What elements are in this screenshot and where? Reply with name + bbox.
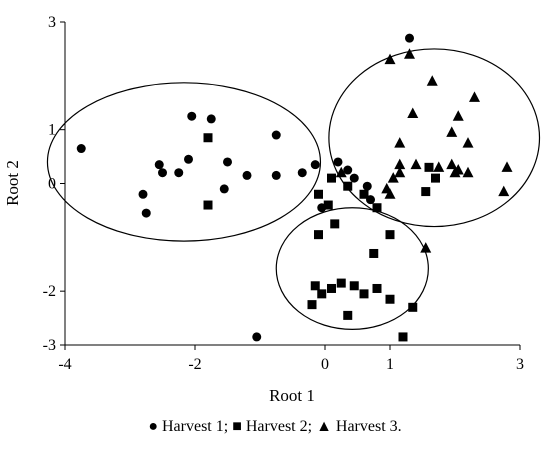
- point-harvest-3: [335, 166, 347, 178]
- cluster-ellipse-2: [328, 48, 541, 228]
- point-harvest-1: [349, 173, 359, 183]
- point-harvest-2: [385, 230, 395, 240]
- point-harvest-3: [420, 242, 432, 253]
- point-harvest-1: [242, 170, 252, 180]
- y-tick-label: 1: [48, 122, 56, 139]
- point-harvest-1: [343, 165, 353, 175]
- data-points: [76, 33, 513, 342]
- point-harvest-2: [349, 281, 359, 291]
- point-harvest-1: [174, 168, 184, 178]
- point-harvest-2: [310, 281, 320, 291]
- point-harvest-1: [223, 157, 232, 167]
- point-harvest-1: [271, 170, 281, 180]
- point-harvest-2: [408, 302, 418, 312]
- point-harvest-2: [343, 181, 353, 191]
- point-harvest-1: [184, 154, 193, 164]
- point-harvest-3: [394, 137, 406, 148]
- legend-caption: ● Harvest 1; ■ Harvest 2; ▲ Harvest 3.: [148, 418, 402, 435]
- point-harvest-1: [310, 160, 320, 170]
- x-axis-ticks: -4 -2 0 1 3: [58, 345, 524, 373]
- point-harvest-2: [317, 289, 327, 299]
- x-tick-label: 0: [321, 356, 329, 373]
- point-harvest-2: [372, 283, 382, 293]
- point-harvest-2: [336, 278, 346, 288]
- point-harvest-1: [271, 130, 281, 140]
- point-harvest-1: [219, 184, 229, 194]
- point-harvest-1: [158, 168, 167, 178]
- point-harvest-2: [203, 200, 213, 210]
- point-harvest-2: [421, 187, 431, 197]
- point-harvest-3: [426, 75, 438, 86]
- point-harvest-3: [407, 107, 419, 119]
- point-harvest-3: [446, 158, 458, 170]
- point-harvest-2: [359, 289, 369, 299]
- y-tick-label: -3: [43, 337, 56, 354]
- point-harvest-3: [433, 161, 445, 172]
- point-harvest-3: [462, 137, 474, 148]
- point-harvest-2: [431, 173, 440, 183]
- point-harvest-2: [369, 248, 379, 258]
- point-harvest-3: [384, 53, 396, 65]
- point-harvest-2: [314, 189, 323, 199]
- point-harvest-1: [362, 181, 372, 191]
- point-harvest-2: [314, 230, 323, 240]
- point-harvest-3: [387, 172, 399, 183]
- point-harvest-2: [203, 133, 213, 143]
- point-harvest-3: [394, 158, 406, 170]
- point-harvest-1: [252, 332, 262, 342]
- cluster-ellipse-3: [275, 207, 429, 330]
- point-harvest-2: [424, 162, 434, 172]
- point-harvest-3: [446, 126, 458, 137]
- cluster-ellipse-1: [46, 82, 322, 242]
- point-harvest-2: [385, 294, 395, 304]
- x-axis-label: Root 1: [269, 386, 315, 405]
- point-harvest-1: [333, 157, 343, 167]
- point-harvest-3: [498, 185, 510, 197]
- y-tick-label: 0: [48, 176, 56, 193]
- point-harvest-1: [154, 160, 164, 170]
- y-axis-label: Root 2: [3, 160, 22, 206]
- point-harvest-3: [394, 166, 406, 178]
- x-tick-label: 1: [386, 356, 394, 373]
- point-harvest-3: [410, 158, 422, 170]
- y-tick-label: -2: [43, 283, 56, 300]
- point-harvest-2: [307, 300, 317, 310]
- point-harvest-1: [141, 208, 151, 218]
- point-harvest-2: [398, 332, 408, 342]
- point-harvest-3: [462, 166, 474, 178]
- point-harvest-2: [372, 203, 382, 213]
- point-harvest-1: [138, 189, 148, 199]
- y-axis-ticks: 3 1 0 -2 -3: [43, 14, 65, 354]
- point-harvest-1: [297, 168, 307, 178]
- cluster-ellipses: [46, 48, 541, 330]
- point-harvest-1: [206, 114, 216, 124]
- point-harvest-3: [452, 110, 464, 121]
- axes: [64, 22, 520, 346]
- y-tick-label: 3: [48, 14, 56, 31]
- x-tick-label: 3: [516, 356, 524, 373]
- point-harvest-3: [404, 48, 415, 59]
- point-harvest-3: [501, 161, 513, 172]
- point-harvest-3: [469, 91, 480, 102]
- x-tick-label: -4: [58, 356, 71, 373]
- point-harvest-3: [384, 188, 396, 199]
- x-tick-label: -2: [188, 356, 201, 373]
- point-harvest-2: [323, 200, 333, 210]
- point-harvest-1: [76, 144, 86, 154]
- point-harvest-1: [405, 33, 414, 43]
- point-harvest-2: [359, 189, 369, 199]
- point-harvest-1: [187, 111, 197, 121]
- point-harvest-2: [343, 310, 353, 320]
- point-harvest-2: [327, 173, 336, 183]
- point-harvest-2: [330, 219, 340, 229]
- point-harvest-2: [327, 283, 336, 293]
- point-harvest-3: [449, 166, 461, 178]
